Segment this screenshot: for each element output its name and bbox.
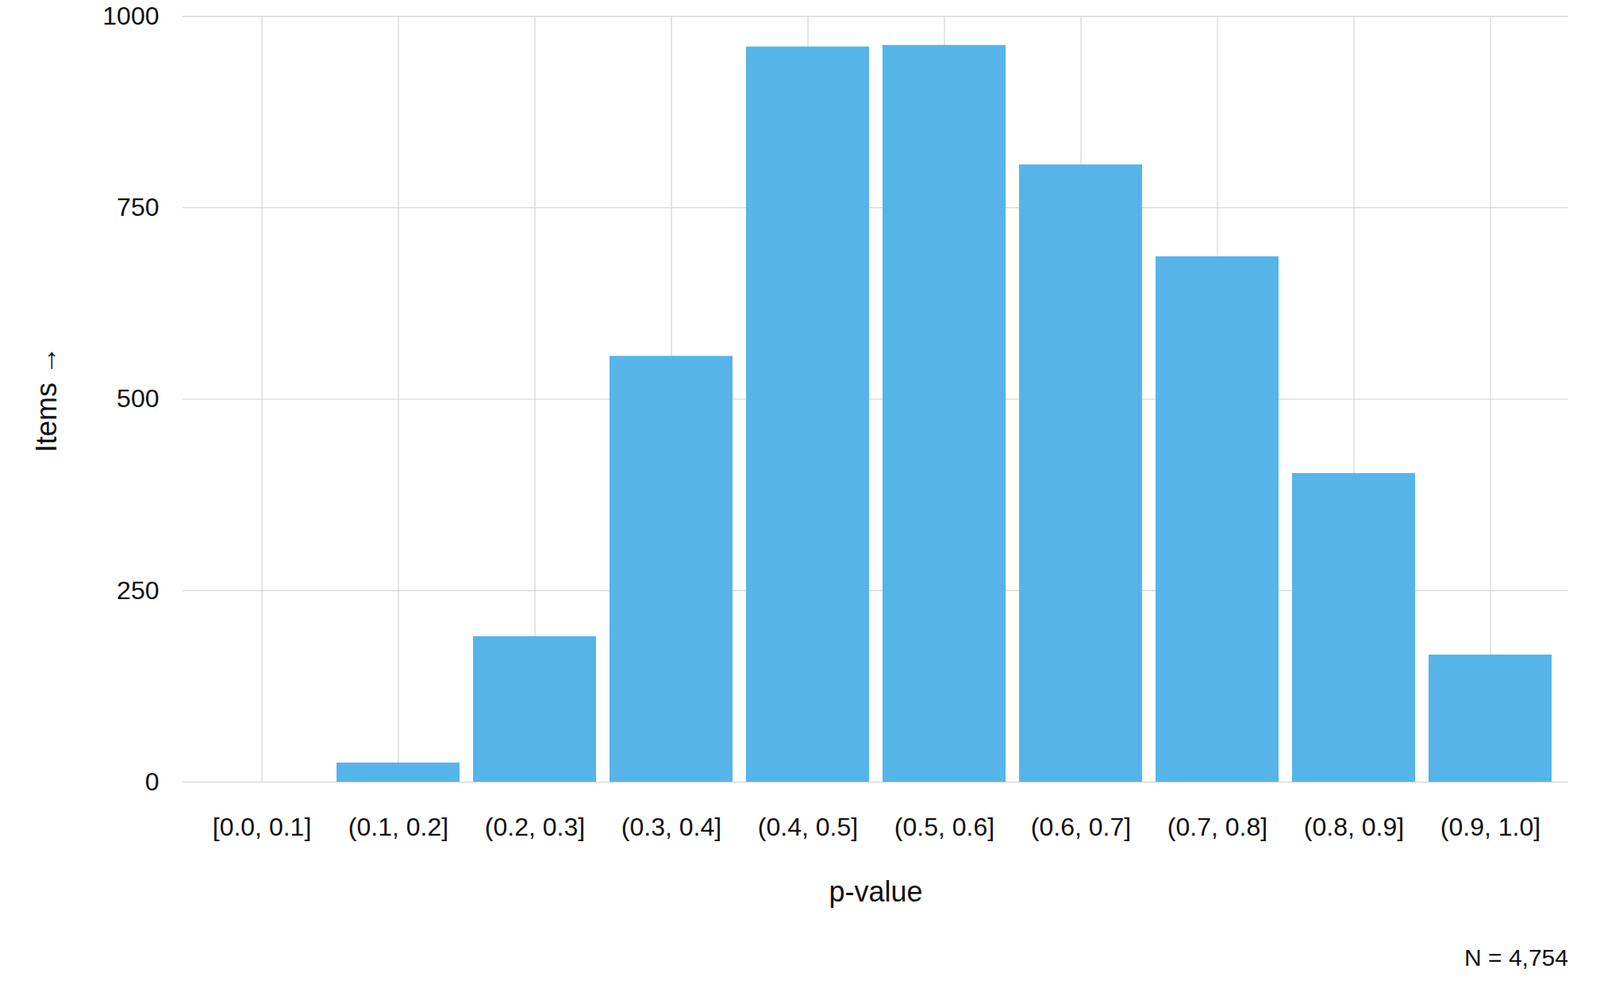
svg-text:(0.3, 0.4]: (0.3, 0.4]	[621, 812, 722, 842]
html-text:N = 4,754: N = 4,754	[1464, 944, 1569, 971]
svg-text:[0.0, 0.1]: [0.0, 0.1]	[212, 812, 312, 842]
svg-text:0: 0	[145, 767, 160, 797]
svg-text:Items →: Items →	[30, 346, 63, 453]
svg-text:(0.8, 0.9]: (0.8, 0.9]	[1303, 812, 1404, 842]
svg-text:250: 250	[116, 575, 159, 604]
svg-text:(0.5, 0.6]: (0.5, 0.6]	[894, 812, 995, 842]
svg-text:(0.2, 0.3]: (0.2, 0.3]	[484, 812, 585, 842]
svg-text:p-value: p-value	[828, 875, 923, 908]
svg-text:(0.6, 0.7]: (0.6, 0.7]	[1030, 812, 1131, 842]
svg-text:750: 750	[116, 192, 159, 222]
svg-text:(0.7, 0.8]: (0.7, 0.8]	[1167, 812, 1268, 842]
svg-text:1000: 1000	[102, 1, 159, 31]
svg-text:(0.9, 1.0]: (0.9, 1.0]	[1440, 812, 1541, 842]
svg-text:(0.1, 0.2]: (0.1, 0.2]	[348, 812, 449, 842]
svg-text:500: 500	[116, 384, 159, 413]
svg-text:(0.4, 0.5]: (0.4, 0.5]	[757, 812, 858, 842]
